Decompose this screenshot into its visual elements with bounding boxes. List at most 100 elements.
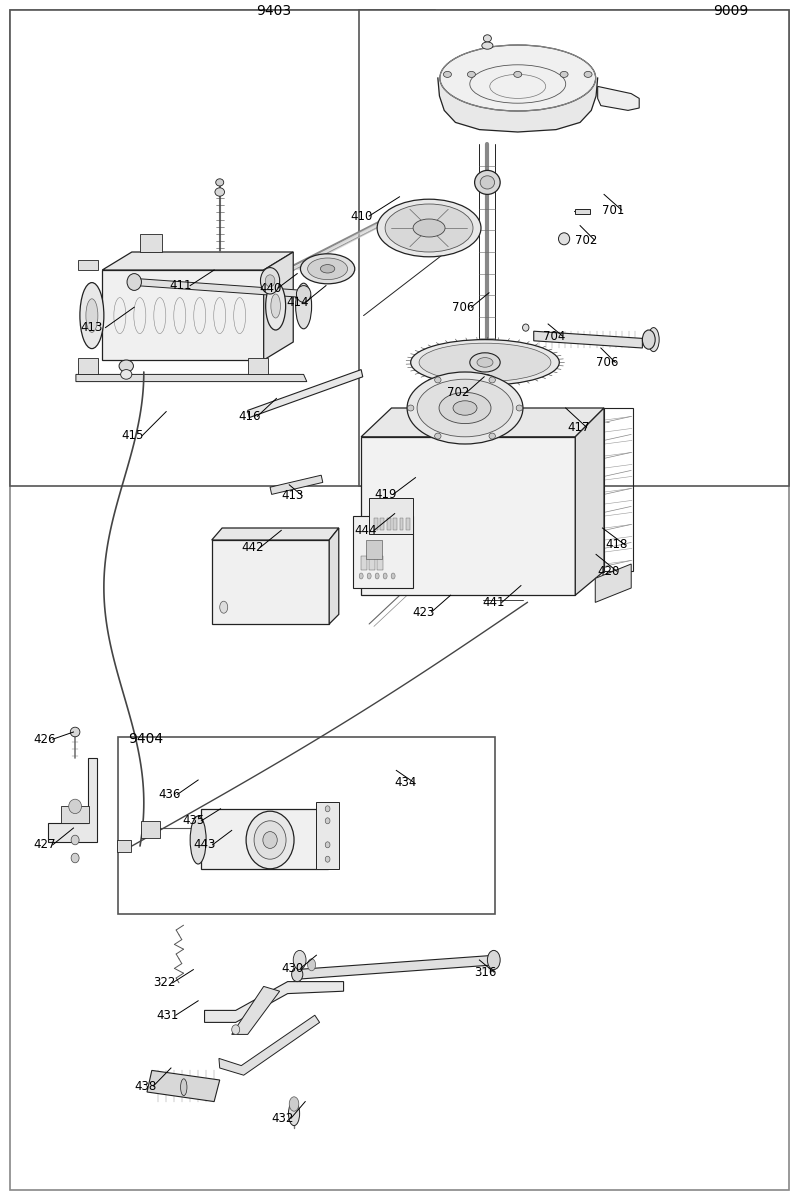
FancyBboxPatch shape xyxy=(78,260,98,270)
Ellipse shape xyxy=(648,328,659,352)
Ellipse shape xyxy=(325,857,330,862)
Text: 701: 701 xyxy=(602,204,625,216)
FancyBboxPatch shape xyxy=(248,358,268,374)
Ellipse shape xyxy=(263,832,277,848)
Ellipse shape xyxy=(308,258,348,280)
FancyBboxPatch shape xyxy=(140,234,162,252)
Polygon shape xyxy=(102,252,293,270)
Polygon shape xyxy=(212,540,329,624)
FancyBboxPatch shape xyxy=(406,518,410,530)
Text: 440: 440 xyxy=(259,282,281,294)
Ellipse shape xyxy=(417,379,513,437)
Text: 704: 704 xyxy=(543,330,566,342)
FancyBboxPatch shape xyxy=(361,556,367,570)
Polygon shape xyxy=(595,564,631,602)
Ellipse shape xyxy=(419,343,551,382)
Text: 419: 419 xyxy=(374,488,396,500)
Ellipse shape xyxy=(308,959,316,971)
Ellipse shape xyxy=(475,170,500,194)
Ellipse shape xyxy=(216,179,224,186)
Text: 435: 435 xyxy=(182,815,205,827)
Polygon shape xyxy=(264,252,293,360)
FancyBboxPatch shape xyxy=(374,518,378,530)
Ellipse shape xyxy=(69,799,81,814)
Text: 444: 444 xyxy=(355,524,377,536)
Ellipse shape xyxy=(289,1097,299,1111)
Text: 410: 410 xyxy=(350,210,372,222)
Ellipse shape xyxy=(271,294,280,318)
Polygon shape xyxy=(147,1070,220,1102)
Polygon shape xyxy=(534,331,642,348)
Ellipse shape xyxy=(215,187,225,196)
Ellipse shape xyxy=(265,275,275,287)
FancyBboxPatch shape xyxy=(393,518,397,530)
Ellipse shape xyxy=(127,274,141,290)
FancyBboxPatch shape xyxy=(380,518,384,530)
FancyBboxPatch shape xyxy=(117,840,131,852)
Ellipse shape xyxy=(119,360,133,372)
Text: 9403: 9403 xyxy=(256,4,291,18)
Text: 420: 420 xyxy=(598,565,620,577)
Ellipse shape xyxy=(384,572,387,578)
Ellipse shape xyxy=(443,72,451,77)
Ellipse shape xyxy=(220,601,228,613)
Text: 9404: 9404 xyxy=(128,732,163,746)
Ellipse shape xyxy=(559,233,570,245)
Ellipse shape xyxy=(86,299,97,332)
Ellipse shape xyxy=(360,572,364,578)
Ellipse shape xyxy=(265,282,286,330)
Polygon shape xyxy=(102,270,264,360)
Ellipse shape xyxy=(482,42,493,49)
Ellipse shape xyxy=(487,950,500,970)
Text: 430: 430 xyxy=(281,962,304,974)
Ellipse shape xyxy=(483,35,491,42)
Text: 416: 416 xyxy=(238,410,260,422)
Text: 434: 434 xyxy=(395,776,417,788)
Ellipse shape xyxy=(80,282,104,348)
Ellipse shape xyxy=(480,175,495,188)
Ellipse shape xyxy=(584,72,592,77)
Ellipse shape xyxy=(293,950,306,970)
Ellipse shape xyxy=(300,253,355,283)
FancyBboxPatch shape xyxy=(141,821,160,838)
FancyBboxPatch shape xyxy=(359,10,789,486)
Text: 443: 443 xyxy=(193,839,216,851)
Polygon shape xyxy=(76,374,307,382)
Ellipse shape xyxy=(435,433,441,439)
FancyBboxPatch shape xyxy=(400,518,403,530)
Ellipse shape xyxy=(560,72,568,77)
Ellipse shape xyxy=(439,392,491,424)
Ellipse shape xyxy=(407,404,414,410)
Polygon shape xyxy=(438,78,598,132)
Text: 413: 413 xyxy=(281,490,304,502)
Ellipse shape xyxy=(288,1102,300,1126)
Polygon shape xyxy=(201,809,328,869)
Ellipse shape xyxy=(642,330,655,349)
Text: 411: 411 xyxy=(169,280,192,292)
Polygon shape xyxy=(48,758,97,842)
Ellipse shape xyxy=(474,374,496,394)
Text: 432: 432 xyxy=(272,1112,294,1124)
Ellipse shape xyxy=(385,204,473,252)
FancyBboxPatch shape xyxy=(118,737,495,914)
Ellipse shape xyxy=(71,835,79,845)
FancyBboxPatch shape xyxy=(78,358,98,374)
Ellipse shape xyxy=(325,842,330,847)
Ellipse shape xyxy=(254,821,286,859)
Ellipse shape xyxy=(292,967,303,982)
Ellipse shape xyxy=(368,572,372,578)
Polygon shape xyxy=(575,408,604,595)
Polygon shape xyxy=(248,370,363,418)
Polygon shape xyxy=(296,955,495,979)
Ellipse shape xyxy=(71,853,79,863)
Ellipse shape xyxy=(411,340,559,385)
FancyBboxPatch shape xyxy=(387,518,391,530)
FancyBboxPatch shape xyxy=(377,556,383,570)
FancyBboxPatch shape xyxy=(316,802,339,869)
Ellipse shape xyxy=(232,1025,240,1034)
Text: 702: 702 xyxy=(447,386,470,398)
Ellipse shape xyxy=(514,72,522,77)
Ellipse shape xyxy=(260,268,280,294)
Ellipse shape xyxy=(489,433,495,439)
Text: 426: 426 xyxy=(34,733,56,745)
